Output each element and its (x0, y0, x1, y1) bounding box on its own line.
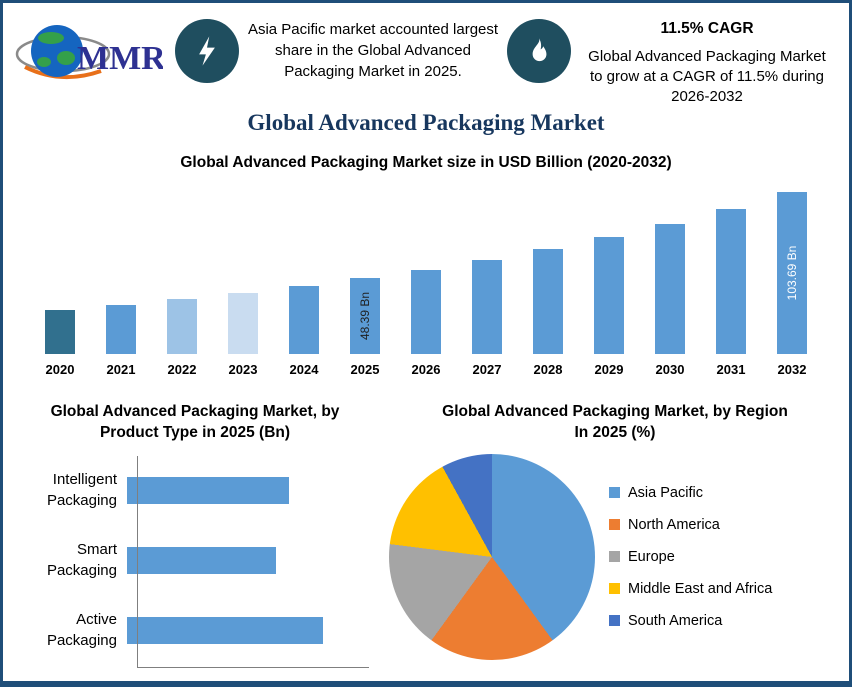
bar-row: Active Packaging (9, 596, 381, 666)
bar-value-label: 103.69 Bn (785, 245, 799, 301)
cagr-title: 11.5% CAGR (660, 20, 754, 37)
bar-column: 2022 (153, 188, 211, 380)
bar-row: Smart Packaging (9, 526, 381, 596)
region-pie-chart (389, 453, 595, 660)
x-axis-label: 2028 (533, 361, 563, 377)
legend-label: North America (628, 516, 720, 533)
x-axis-label: 2022 (167, 361, 197, 377)
bar-column: 103.69 Bn 2032 (763, 188, 821, 380)
bar-column: 2030 (641, 188, 699, 380)
bar-column: 48.39 Bn 2025 (336, 188, 394, 380)
legend-item: Europe (609, 549, 772, 565)
legend-item: North America (609, 517, 772, 533)
bar (411, 269, 441, 354)
x-axis-label: 2027 (472, 361, 502, 377)
legend-item: South America (609, 613, 772, 629)
legend-swatch (609, 615, 620, 627)
bar-column: 2024 (275, 188, 333, 380)
bar-track (127, 617, 381, 645)
bar (127, 617, 323, 645)
x-axis-label: 2029 (594, 361, 624, 377)
globe-logo-icon: MMR (15, 25, 166, 80)
bar-column: 2029 (580, 188, 638, 380)
x-axis-label: 2023 (228, 361, 258, 377)
bottom-section: Global Advanced Packaging Market, by Pro… (3, 402, 849, 668)
x-axis-label: 2020 (45, 361, 75, 377)
legend-swatch (609, 519, 620, 531)
header: MMR Asia Pacific market accounted larges… (3, 3, 849, 108)
flame-icon (532, 38, 547, 62)
y-axis-line (137, 455, 138, 668)
legend-label: South America (628, 612, 723, 629)
bar (289, 285, 319, 354)
x-axis-label: 2024 (289, 361, 319, 377)
bar (228, 292, 258, 354)
legend-label: Asia Pacific (628, 484, 703, 501)
product-chart-title: Global Advanced Packaging Market, by Pro… (50, 402, 340, 441)
bar-row: Intelligent Packaging (9, 456, 381, 526)
bar-track (127, 547, 381, 575)
bar (127, 477, 289, 505)
product-type-chart-block: Global Advanced Packaging Market, by Pro… (3, 402, 381, 668)
bar: 48.39 Bn (350, 277, 380, 354)
bar (594, 236, 624, 354)
bar-column: 2026 (397, 188, 455, 380)
category-label: Smart Packaging (46, 541, 117, 579)
x-axis-line (137, 666, 369, 668)
region-chart-title: Global Advanced Packaging Market, by Reg… (442, 402, 788, 441)
legend-swatch (609, 583, 620, 595)
x-axis-label: 2030 (655, 361, 685, 377)
region-chart-block: Global Advanced Packaging Market, by Reg… (381, 402, 849, 668)
bar (167, 298, 197, 354)
cagr-text: Global Advanced Packaging Market to grow… (588, 47, 826, 106)
pie-area: Asia Pacific North America Europe Middle Ea… (381, 453, 849, 660)
bar (127, 547, 276, 575)
bar-column: 2028 (519, 188, 577, 380)
bar (533, 248, 563, 354)
x-axis-label: 2021 (106, 361, 136, 377)
legend-item: Middle East and Africa (609, 581, 772, 597)
header-highlight-text: Asia Pacific market accounted largest sh… (247, 21, 499, 80)
pie-legend: Asia Pacific North America Europe Middle Ea… (609, 485, 772, 629)
x-axis-label: 2031 (716, 361, 746, 377)
bar (106, 304, 136, 354)
page-title: Global Advanced Packaging Market (247, 109, 605, 135)
annual-bar-chart: 2020 2021 2022 2023 2024 48.39 Bn 2025 2026 2027… (31, 188, 821, 380)
flame-badge (507, 19, 571, 83)
legend-item: Asia Pacific (609, 485, 772, 501)
bar (655, 223, 685, 354)
legend-swatch (609, 487, 620, 499)
mmr-logo: MMR (13, 13, 166, 91)
x-axis-label: 2025 (350, 361, 380, 377)
cagr-block: 11.5% CAGR Global Advanced Packaging Mar… (581, 19, 833, 108)
x-axis-label: 2032 (777, 361, 807, 377)
bar-column: 2027 (458, 188, 516, 380)
category-label: Intelligent Packaging (46, 471, 117, 509)
bar (716, 208, 746, 354)
bar-column: 2021 (92, 188, 150, 380)
bar (45, 309, 75, 354)
lightning-icon (199, 36, 215, 66)
product-bar-chart: Intelligent Packaging Smart Packaging Acti… (9, 455, 381, 668)
legend-label: Europe (628, 548, 675, 565)
bar-value-label: 48.39 Bn (358, 291, 372, 340)
annual-chart-title: Global Advanced Packaging Market size in… (180, 153, 672, 171)
lightning-badge (175, 19, 239, 83)
legend-swatch (609, 551, 620, 563)
bar (472, 259, 502, 354)
legend-label: Middle East and Africa (628, 580, 773, 597)
bar-track (127, 477, 381, 505)
logo-text: MMR (77, 40, 163, 77)
bar-column: 2023 (214, 188, 272, 380)
bar: 103.69 Bn (777, 191, 807, 354)
bar-column: 2031 (702, 188, 760, 380)
bar-column: 2020 (31, 188, 89, 380)
x-axis-label: 2026 (411, 361, 441, 377)
category-label: Active Packaging (46, 611, 117, 649)
